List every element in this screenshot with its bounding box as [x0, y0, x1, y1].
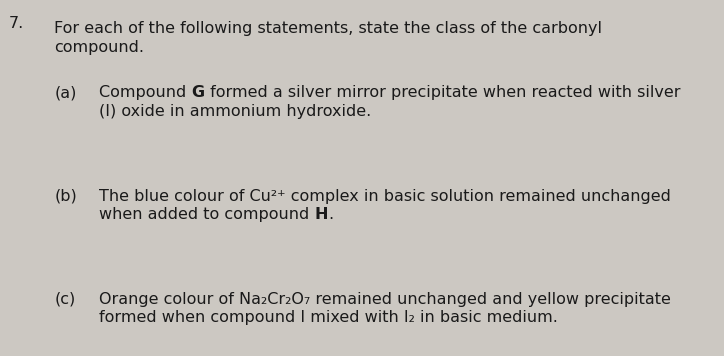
Text: formed a silver mirror precipitate when reacted with silver: formed a silver mirror precipitate when …: [205, 85, 680, 100]
Text: G: G: [192, 85, 205, 100]
Text: compound.: compound.: [54, 40, 144, 55]
Text: (b): (b): [54, 189, 77, 204]
Text: The blue colour of Cu²⁺ complex in basic solution remained unchanged: The blue colour of Cu²⁺ complex in basic…: [99, 189, 671, 204]
Text: 7.: 7.: [9, 16, 24, 31]
Text: Orange colour of Na₂Cr₂O₇ remained unchanged and yellow precipitate: Orange colour of Na₂Cr₂O₇ remained uncha…: [99, 292, 671, 307]
Text: .: .: [328, 207, 333, 222]
Text: (I) oxide in ammonium hydroxide.: (I) oxide in ammonium hydroxide.: [99, 104, 371, 119]
Text: formed when compound I mixed with I₂ in basic medium.: formed when compound I mixed with I₂ in …: [99, 310, 558, 325]
Text: (a): (a): [54, 85, 77, 100]
Text: For each of the following statements, state the class of the carbonyl: For each of the following statements, st…: [54, 21, 602, 36]
Text: Compound: Compound: [99, 85, 192, 100]
Text: H: H: [314, 207, 328, 222]
Text: (c): (c): [54, 292, 75, 307]
Text: when added to compound: when added to compound: [99, 207, 314, 222]
